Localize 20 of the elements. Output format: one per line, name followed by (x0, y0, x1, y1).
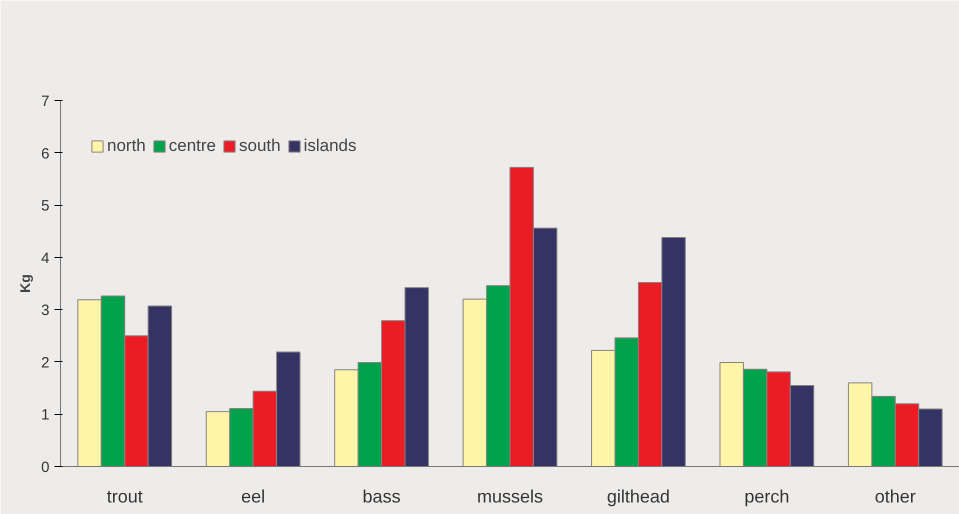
legend-label: north (107, 136, 146, 156)
y-tick-label: 5 (41, 198, 50, 215)
y-tick-label: 7 (41, 93, 50, 110)
x-tick-label: other (874, 486, 916, 506)
legend-label: islands (304, 136, 357, 156)
y-tick-label: 4 (41, 250, 50, 267)
y-tick-label: 2 (41, 354, 50, 372)
legend-label: south (239, 136, 281, 156)
x-tick-label: perch (744, 486, 790, 506)
y-tick-label: 3 (41, 302, 50, 320)
legend-label: centre (168, 136, 216, 156)
y-axis-title: Kg (17, 274, 34, 293)
x-tick-label: eel (241, 486, 266, 506)
y-tick-label: 1 (41, 406, 50, 424)
y-tick-label: 0 (41, 459, 50, 476)
y-tick-label: 6 (41, 145, 50, 162)
x-tick-label: mussels (476, 486, 544, 506)
x-tick-label: gilthead (606, 486, 670, 506)
x-tick-label: trout (106, 486, 143, 506)
x-tick-label: bass (362, 486, 401, 506)
